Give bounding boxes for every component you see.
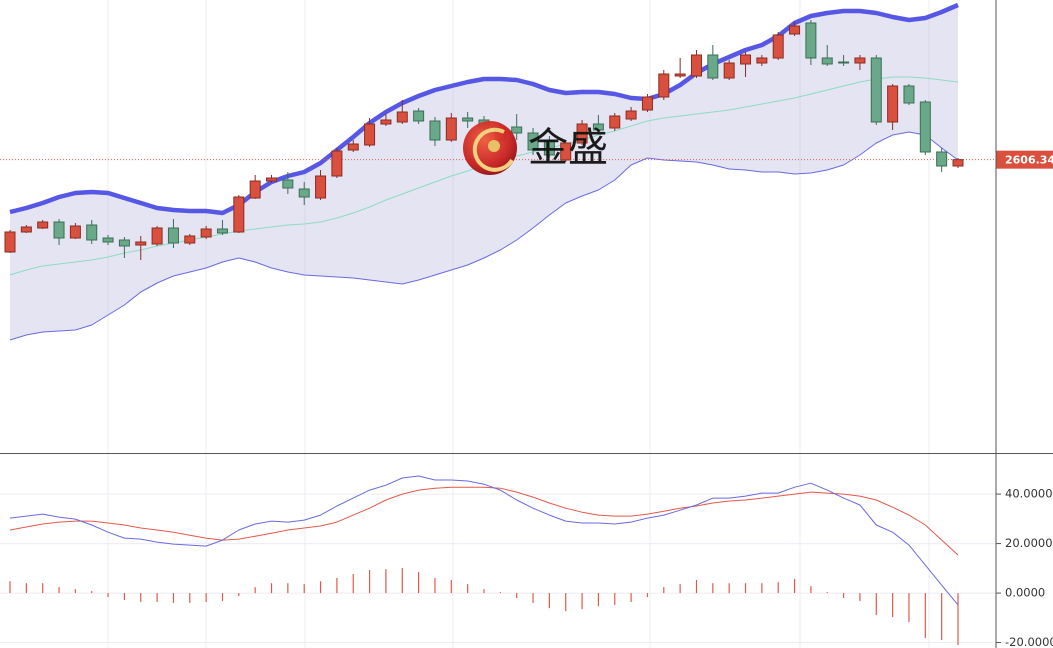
candle-body (118, 239, 130, 247)
candle-body (249, 180, 261, 199)
candle-body (364, 123, 376, 146)
candle-body (838, 61, 850, 64)
candle-body (135, 241, 147, 246)
candle-body (53, 221, 65, 239)
candle-body (413, 110, 425, 122)
dif-line (9, 475, 959, 606)
candle-body (462, 117, 474, 122)
candle-body (772, 34, 784, 59)
candle-body (266, 177, 278, 182)
candle-body (560, 142, 572, 161)
candle-body (216, 228, 228, 234)
candle-body (805, 22, 817, 59)
upper-band (9, 2, 959, 216)
candle-body (740, 54, 752, 65)
candle-body (445, 117, 457, 141)
candle-body (592, 123, 604, 131)
candle-body (903, 85, 915, 104)
y-tick-label: 40.0000 (1005, 487, 1053, 501)
candle-body (789, 25, 801, 35)
candle-body (723, 62, 735, 79)
axes: 2606.34 40.0000 20.0000 0.0000 -20.0000 (996, 150, 1053, 648)
candle-body (167, 227, 179, 244)
dea-line (9, 486, 959, 556)
candle-body (543, 139, 555, 156)
candle-body (282, 179, 294, 189)
candle-body (919, 101, 931, 153)
candle-body (821, 57, 833, 65)
candle-body (756, 57, 768, 64)
candle-body (315, 175, 327, 199)
watermark: 金盛 (463, 121, 608, 175)
price-label: 2606.34 (1005, 154, 1053, 167)
candle-body (511, 126, 523, 134)
watermark-text: 金盛 (528, 125, 608, 171)
macd-panel (0, 475, 995, 646)
y-tick-label: -20.0000 (1005, 635, 1053, 648)
candle-body (887, 85, 899, 123)
candle-body (37, 221, 49, 229)
logo-arc (472, 127, 514, 172)
candle-body (380, 119, 392, 125)
y-tick-label: 20.0000 (1005, 536, 1053, 550)
candle-body (527, 132, 539, 151)
candle-body (233, 196, 245, 233)
candle-body (854, 57, 866, 64)
logo-dot (488, 140, 500, 152)
y-tick-label: 0.0000 (1005, 586, 1045, 600)
candle-body (609, 115, 621, 129)
candle-body (200, 228, 212, 238)
candle-body (658, 73, 670, 98)
candle-body (429, 120, 441, 141)
candle-body (641, 96, 653, 111)
candle-body (86, 224, 98, 241)
candle-body (331, 150, 343, 177)
candle-body (69, 225, 81, 239)
candle-body (102, 237, 114, 243)
candle-body (347, 143, 359, 151)
candle-body (936, 151, 948, 167)
candle-body (625, 110, 637, 120)
candle-body (870, 57, 882, 123)
candle-body (576, 123, 588, 144)
candle-body (4, 231, 16, 253)
candle-body (952, 159, 964, 167)
candle-body (298, 188, 310, 198)
candle-body (707, 54, 719, 79)
candle-body (151, 227, 163, 245)
lower-band (9, 131, 959, 341)
candle-body (674, 73, 686, 77)
candle-body (20, 226, 32, 233)
candle-body (184, 235, 196, 244)
price-label-box (996, 150, 1053, 169)
candle-body (690, 54, 702, 77)
candle-body (396, 111, 408, 123)
